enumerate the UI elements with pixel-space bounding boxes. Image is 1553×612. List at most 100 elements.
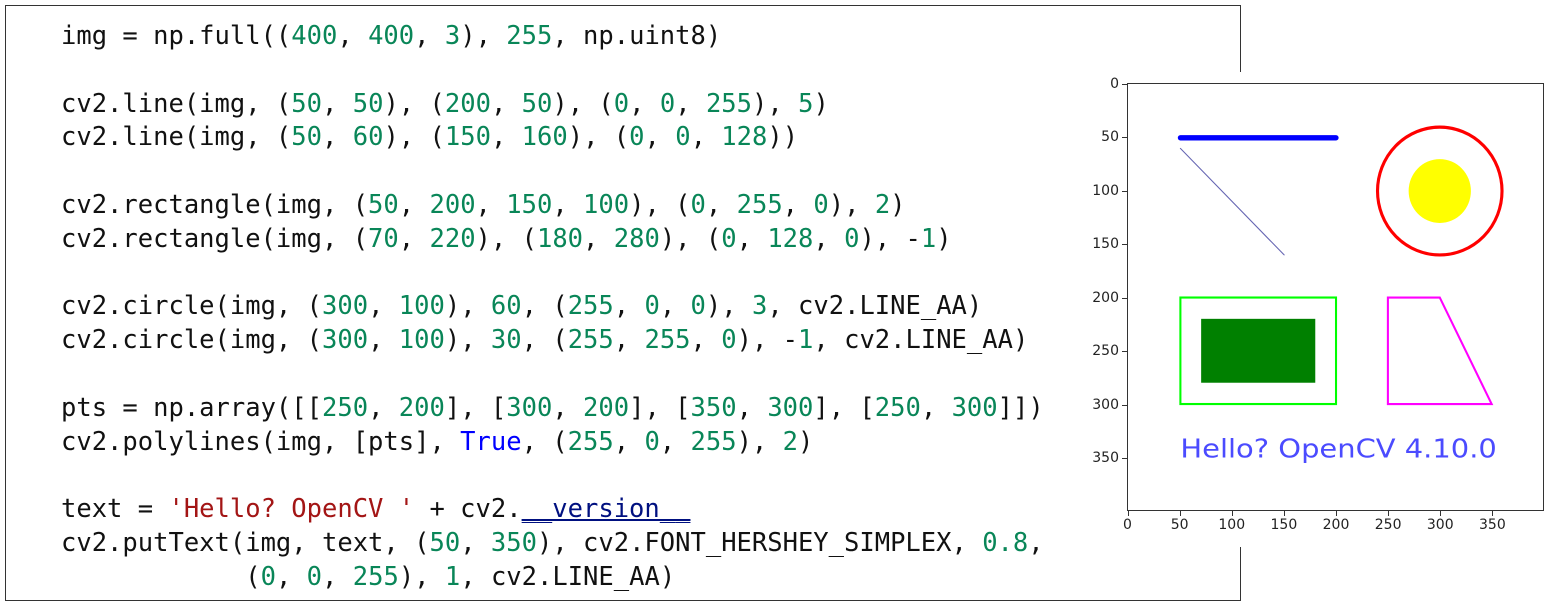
code-token: 0 (644, 291, 660, 322)
code-token: ), ( (383, 88, 445, 119)
image-circle (1375, 125, 1504, 257)
code-token: 5 (798, 88, 814, 119)
code-token: 0 (306, 561, 323, 592)
code-token: 100 (398, 291, 445, 322)
code-token: 0 (690, 291, 706, 322)
x-tick-label: 100 (1218, 517, 1246, 533)
code-token: ), (460, 21, 507, 51)
code-token: ], [ (444, 392, 507, 423)
code-token: 0 (721, 223, 737, 254)
code-token: , (736, 392, 768, 423)
code-token: )) (767, 122, 799, 153)
code-token: , cv2.LINE_AA) (813, 325, 1029, 356)
code-token: 0 (690, 189, 706, 220)
code-token: ]]) (997, 392, 1044, 423)
code-token: , (322, 561, 353, 592)
x-tick-label: 200 (1322, 517, 1350, 533)
code-token: , (368, 392, 399, 423)
y-tick-label: 300 (1092, 396, 1119, 413)
image-line (1179, 147, 1285, 256)
code-token: , (690, 325, 722, 356)
code-token: 100 (398, 325, 445, 356)
code-token: 1 (798, 325, 814, 356)
code-token: , (490, 88, 522, 119)
code-token: ), (736, 426, 783, 457)
code-token: 50 (368, 189, 399, 220)
code-token: 220 (429, 223, 476, 254)
code-token: 150 (444, 122, 491, 153)
code-token: , (460, 527, 491, 558)
code-token: 150 (506, 189, 553, 220)
code-token: , (368, 291, 399, 322)
code-token: 50 (291, 88, 323, 119)
code-token: ), (828, 189, 875, 220)
code-token: 350 (490, 527, 537, 558)
code-token: ), ( (629, 189, 691, 220)
code-line: pts = np.array([[250, 200], [300, 200], … (61, 392, 1044, 426)
x-tick-label: 0 (1123, 517, 1132, 533)
code-token: cv2.circle(img, ( (61, 325, 322, 356)
code-token: , ( (521, 426, 568, 457)
code-token: 0 (629, 122, 645, 153)
code-token: 400 (291, 21, 338, 51)
code-token: cv2.line(img, ( (61, 122, 292, 153)
code-token: 60 (352, 122, 384, 153)
code-token: ], [ (629, 392, 691, 423)
code-token: ) (813, 88, 829, 119)
code-token: 255 (644, 325, 691, 356)
code-token: , (322, 88, 353, 119)
code-token: ) (890, 189, 906, 220)
code-token: 300 (322, 291, 369, 322)
code-line (61, 155, 1044, 189)
x-tick (1179, 511, 1181, 516)
code-token: 350 (690, 392, 737, 423)
code-token: , (920, 392, 952, 423)
y-tick (1122, 244, 1127, 246)
code-token: 200 (429, 189, 476, 220)
code-token: ), ( (659, 223, 722, 254)
code-token: 128 (767, 223, 814, 254)
code-token: ) (936, 223, 952, 254)
plot-axes: Hello? OpenCV 4.10.0 (1127, 83, 1544, 511)
y-tick (1122, 351, 1127, 353)
code-token: 180 (536, 223, 584, 254)
code-token: ], [ (813, 392, 875, 423)
code-token: 0.8 (982, 527, 1029, 558)
code-token: 250 (322, 392, 369, 423)
code-token: ), cv2.FONT_HERSHEY_SIMPLEX, (536, 527, 983, 558)
code-token: ), (752, 88, 799, 119)
code-token: cv2.putText(img, text, ( (61, 527, 430, 558)
y-tick (1122, 137, 1127, 139)
code-token: , (644, 122, 676, 153)
code-token: , (398, 189, 430, 220)
code-token: ) (798, 426, 814, 457)
code-line (61, 54, 1044, 88)
image-rectangle (1179, 296, 1338, 406)
code-token: , (1028, 527, 1044, 558)
x-tick (1440, 511, 1442, 516)
code-token: 255 (567, 426, 614, 457)
rendered-image: Hello? OpenCV 4.10.0 (1177, 125, 1504, 463)
code-token: 0 (260, 561, 276, 592)
code-token: , ( (521, 291, 568, 322)
y-tick-label: 150 (1092, 236, 1119, 253)
code-token: 1 (920, 223, 937, 254)
y-tick (1122, 190, 1127, 192)
image-polygon (1386, 296, 1494, 406)
code-token: 0 (721, 325, 737, 356)
code-line: cv2.line(img, (50, 50), (200, 50), (0, 0… (61, 88, 1044, 122)
code-token: , (736, 223, 768, 254)
code-token: cv2.rectangle(img, ( (61, 223, 369, 254)
code-token: __version__ (521, 494, 691, 525)
code-token: , cv2.LINE_AA) (460, 561, 676, 592)
code-line: cv2.putText(img, text, (50, 350), cv2.FO… (61, 527, 1044, 561)
code-token: , (475, 189, 507, 220)
code-token: True (460, 426, 522, 457)
code-token: 60 (490, 291, 522, 322)
code-token: 255 (690, 426, 737, 457)
code-token: 0 (675, 122, 691, 153)
code-token: 2 (782, 426, 798, 457)
y-tick-label: 50 (1101, 129, 1119, 146)
code-token: 255 (736, 189, 783, 220)
code-token: , (490, 122, 522, 153)
